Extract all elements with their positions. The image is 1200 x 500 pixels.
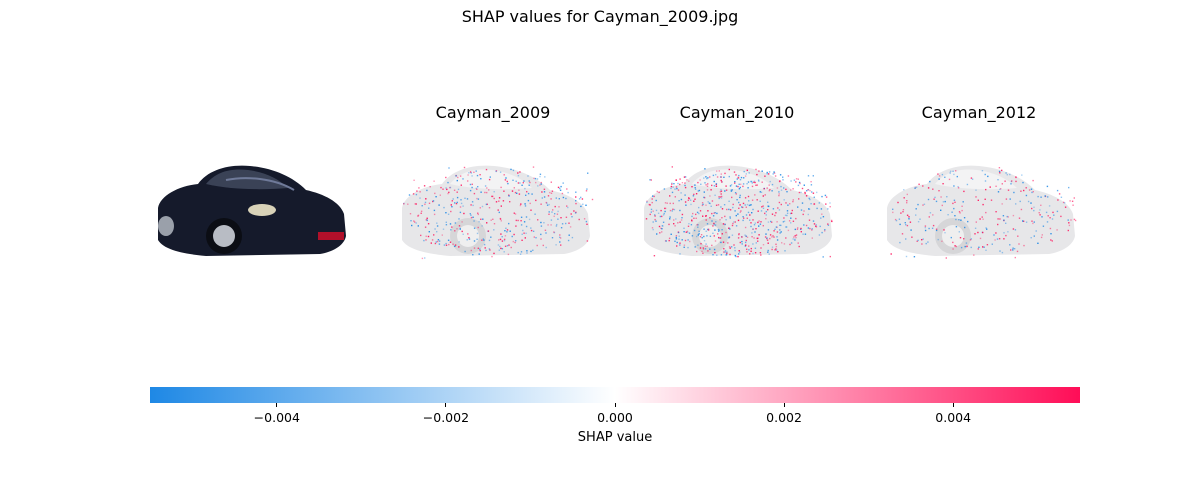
colorbar-label: SHAP value [577,430,653,445]
colorbar-tick-mark [783,403,785,407]
panel-title-cayman-2009: Cayman_2009 [435,103,551,122]
colorbar-tick-label: −0.002 [422,410,470,425]
shap-panel-cayman-2012 [875,140,1085,310]
original-image-panel [146,140,356,310]
shap-heatmap [887,165,1077,259]
figure-title: SHAP values for Cayman_2009.jpg [461,7,739,26]
colorbar-tick-mark [614,403,616,407]
colorbar-tick-mark [952,403,954,407]
colorbar-tick-mark [445,403,447,407]
colorbar-tick-label: 0.002 [766,410,802,425]
colorbar [150,387,1080,403]
colorbar-tick-mark [276,403,278,407]
panel-title-cayman-2010: Cayman_2010 [679,103,795,122]
car-photo [158,165,346,256]
panel-title-cayman-2012: Cayman_2012 [921,103,1037,122]
shap-heatmap [644,165,833,258]
shap-heatmap [402,165,594,260]
shap-panel-cayman-2009 [390,140,600,310]
colorbar-tick-label: −0.004 [253,410,300,425]
colorbar-tick-label: 0.000 [597,410,633,425]
colorbar-tick-label: 0.004 [935,410,972,425]
shap-panel-cayman-2010 [632,140,842,310]
